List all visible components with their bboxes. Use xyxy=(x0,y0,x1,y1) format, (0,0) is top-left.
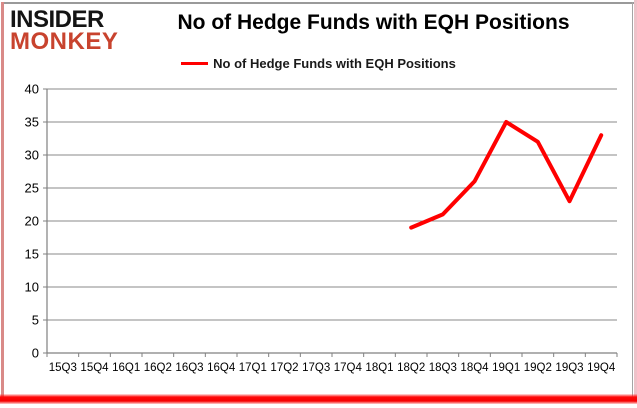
logo-text-insider: INSIDER xyxy=(10,6,104,33)
frame-border-left xyxy=(1,2,4,398)
x-axis-tick-label: 19Q4 xyxy=(587,362,616,374)
y-axis-tick-label: 25 xyxy=(25,181,39,196)
x-axis-tick-label: 18Q4 xyxy=(460,362,489,374)
y-axis-tick-label: 15 xyxy=(25,247,39,262)
x-axis-tick-label: 19Q3 xyxy=(555,362,583,374)
x-axis-tick-label: 17Q1 xyxy=(239,362,267,374)
x-axis-tick-label: 15Q4 xyxy=(80,362,109,374)
y-axis-tick-label: 5 xyxy=(32,313,39,328)
x-axis-tick-label: 16Q1 xyxy=(112,362,140,374)
x-axis-tick-label: 19Q1 xyxy=(492,362,520,374)
x-axis-tick-label: 17Q4 xyxy=(334,362,363,374)
chart-title: No of Hedge Funds with EQH Positions xyxy=(177,11,570,34)
y-axis-tick-label: 30 xyxy=(25,148,39,163)
logo-text-monkey: MONKEY xyxy=(10,28,119,56)
y-axis-tick-label: 0 xyxy=(32,346,39,361)
insider-monkey-logo: INSIDER MONKEY xyxy=(10,6,119,56)
x-axis-tick-label: 16Q4 xyxy=(207,362,236,374)
frame-border-right xyxy=(631,2,633,398)
y-axis-tick-label: 35 xyxy=(25,115,39,130)
x-axis-tick-label: 18Q2 xyxy=(397,362,425,374)
y-axis-tick-label: 10 xyxy=(25,280,39,295)
legend-line-swatch xyxy=(181,62,209,65)
x-axis-tick-label: 18Q3 xyxy=(429,362,457,374)
frame-border-right-outer xyxy=(634,0,637,402)
x-axis-tick-label: 16Q2 xyxy=(144,362,172,374)
frame-border-bottom xyxy=(0,394,637,404)
x-axis-tick-label: 17Q2 xyxy=(270,362,298,374)
y-axis-tick-label: 40 xyxy=(25,82,39,97)
chart-legend: No of Hedge Funds with EQH Positions xyxy=(0,56,637,71)
frame-border-top xyxy=(2,2,634,4)
x-axis-tick-label: 19Q2 xyxy=(524,362,552,374)
x-axis-tick-label: 18Q1 xyxy=(365,362,393,374)
y-axis-tick-label: 20 xyxy=(25,214,39,229)
series-line xyxy=(409,120,604,230)
x-axis-tick-label: 17Q3 xyxy=(302,362,330,374)
legend-label: No of Hedge Funds with EQH Positions xyxy=(213,56,456,71)
x-axis-tick-label: 15Q3 xyxy=(49,362,77,374)
x-axis-tick-label: 16Q3 xyxy=(175,362,203,374)
